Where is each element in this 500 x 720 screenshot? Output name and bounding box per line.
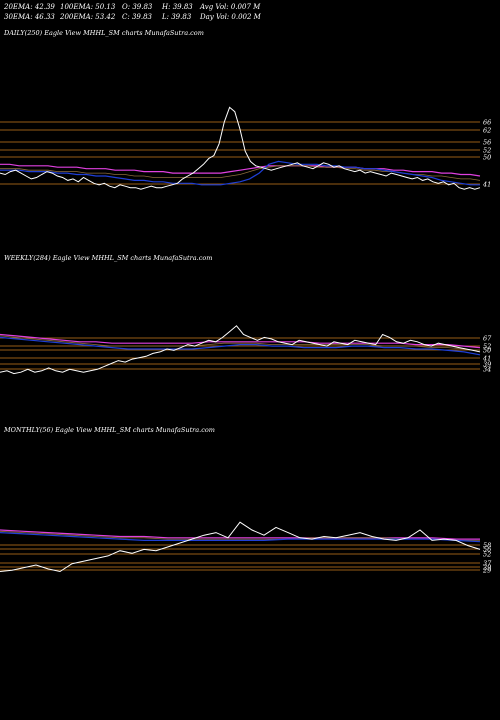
weekly-chart-title: WEEKLY(284) Eagle View MHHL_SM charts Mu… [4,254,212,262]
weekly-level-label: 34 [483,366,491,374]
ema30-stat: 30EMA: 46.33 [4,13,55,21]
monthly-price-line [0,521,481,573]
daily-level-label: 56 [483,139,491,147]
open-stat: O: 39.83 [122,3,153,11]
close-stat: C: 39.83 [122,13,153,21]
weekly-level-label: 67 [483,335,492,343]
day-vol-stat: Day Vol: 0.002 M [199,13,262,21]
ema200-stat: 200EMA: 53.42 [59,13,116,21]
weekly-ema-mid-line [0,335,481,351]
weekly-chart-panel: WEEKLY(284) Eagle View MHHL_SM charts Mu… [0,254,492,375]
weekly-level-label: 50 [483,347,491,355]
daily-chart-panel: DAILY(250) Eagle View MHHL_SM charts Mun… [0,29,491,190]
daily-level-label: 50 [483,154,491,162]
monthly-ema-slow-line [0,529,480,540]
monthly-chart-panel: MONTHLY(56) Eagle View MHHL_SM charts Mu… [0,426,492,575]
monthly-level-label: 37 [483,560,492,568]
weekly-level-label: 39 [483,361,491,369]
monthly-chart-title: MONTHLY(56) Eagle View MHHL_SM charts Mu… [3,426,215,434]
ema100-stat: 100EMA: 50.13 [60,3,116,11]
daily-level-label: 62 [483,127,491,135]
weekly-ema-slow-line [0,333,481,349]
daily-series [0,106,481,190]
daily-level-label: 66 [483,119,491,127]
monthly-level-label: 52 [483,551,491,559]
daily-ema-slow-line [0,163,481,177]
avg-vol-stat: Avg Vol: 0.007 M [199,3,261,11]
monthly-level-label: 56 [483,546,491,554]
weekly-ema-fast-line [0,336,481,356]
daily-ema-fast-line [0,160,480,186]
stats-header: 20EMA: 42.39 30EMA: 46.33 100EMA: 50.13 … [3,3,262,21]
monthly-level-label: 29 [482,564,491,572]
low-stat: L: 39.83 [161,13,192,21]
daily-price-line [0,106,481,190]
daily-level-label: 52 [483,147,491,155]
weekly-series [0,325,481,375]
monthly-series [0,521,481,573]
daily-chart-title: DAILY(250) Eagle View MHHL_SM charts Mun… [3,29,204,37]
ema20-stat: 20EMA: 42.39 [3,3,55,11]
weekly-level-label: 41 [482,355,491,363]
daily-level-label: 41 [482,181,491,189]
monthly-level-label: 29 [482,567,491,575]
monthly-level-label: 58 [483,542,491,550]
weekly-level-label: 52 [483,343,491,351]
weekly-price-line [0,325,481,375]
high-stat: H: 39.83 [161,3,193,11]
